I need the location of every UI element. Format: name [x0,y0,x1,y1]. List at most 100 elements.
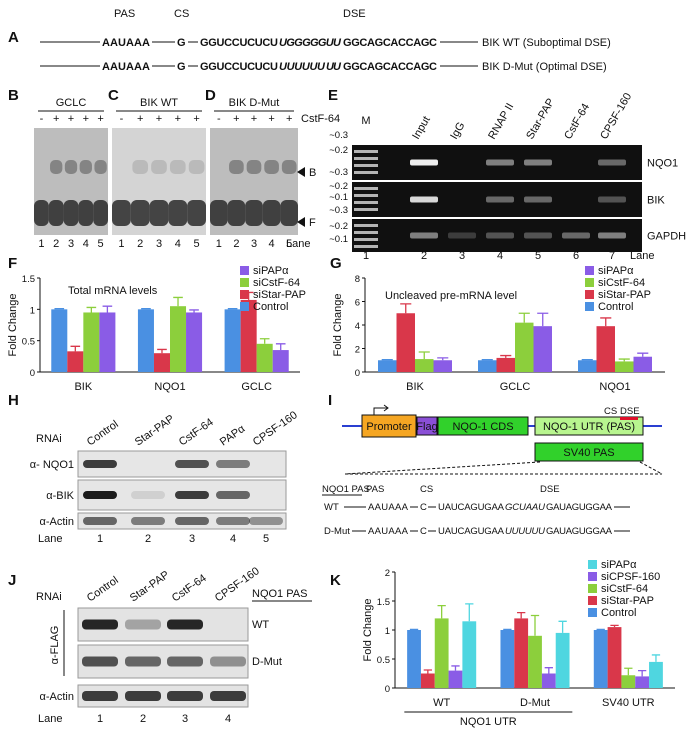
bar [272,350,289,372]
construct-box [361,414,417,438]
bar [51,309,68,372]
panel-letter: D [205,87,216,104]
blot-band [210,656,246,667]
lane-number: 2 [53,238,59,250]
dse-marker [620,417,638,420]
blot-image [77,607,249,642]
lane-number: 3 [459,250,465,262]
zoom-line [639,461,663,475]
bar [596,326,615,372]
lane-number: 5 [98,238,104,250]
construct-box [534,416,644,436]
lane-number: 1 [118,238,124,250]
error-bar [381,359,393,361]
legend-swatch [240,278,249,287]
pas-seq: AAUAAA [368,526,409,537]
y-tick-label: 6 [355,298,360,309]
legend-swatch [588,584,597,593]
y-tick-label: 4 [355,321,360,332]
legend-swatch [240,290,249,299]
ladder-band [354,164,378,167]
treatment-sign: + [97,113,103,125]
pcr-band [410,159,438,166]
free-band [63,200,79,226]
bar [434,618,449,688]
bar [649,661,663,688]
column-label: CstF-64 [177,416,216,448]
blot-band [82,656,118,667]
cs-seq: C [420,502,427,513]
band-arrow [297,167,305,177]
error-bar [596,628,605,631]
region-label: CS [420,484,433,495]
lane-label: Lane [38,533,62,545]
bar [578,360,597,372]
bound-band [132,160,149,174]
blot-band [167,691,203,701]
lane-number: 4 [269,238,275,250]
error-bar [624,667,633,676]
blot-band [83,517,117,525]
free-band [48,200,64,226]
lane-label: Lane [38,713,62,725]
lane-number: 4 [175,238,181,250]
lane-number: 3 [156,238,162,250]
treatment-sign: - [217,113,221,125]
box-label: NQO-1 CDS [452,421,513,433]
error-bar [618,358,630,362]
bar [83,312,100,372]
dse-mut: UUUUUU [279,61,326,73]
box-label: NQO-1 UTR (PAS) [543,421,635,433]
bar [153,353,170,372]
pcr-band [562,232,590,239]
free-band [112,200,131,226]
y-axis-label: Fold Change [7,294,19,357]
lane-number: 3 [189,533,195,545]
bound-band [79,160,92,174]
size-marker: ~0.1 [329,234,348,245]
band-arrow [297,217,305,227]
lane-number: 4 [83,238,89,250]
size-marker: ~0.2 [329,221,348,232]
error-bar [70,345,81,352]
bar [420,673,435,688]
blot-band [83,460,117,468]
seq-5: UAUCAGUGAA [438,502,505,513]
error-bar [437,604,446,619]
bound-band [169,160,186,174]
error-bar [437,357,449,361]
column-label: IgG [448,120,467,141]
panel-letter: H [8,392,19,409]
x-tick-label: GCLC [241,381,272,393]
ladder-band [354,238,378,241]
construct-name: BIK WT (Suboptimal DSE) [482,37,611,49]
error-bar [530,614,540,636]
treatment-sign: + [83,113,89,125]
bar [607,627,622,688]
bar [533,326,552,372]
band-label: B [309,167,316,179]
ladder-band [354,201,378,204]
gel-title: GCLC [56,97,87,109]
y-tick-label: 0 [355,368,360,379]
lane-number: 4 [497,250,503,262]
dse-rest: UU [326,61,342,73]
bound-band [281,160,297,174]
antibody-label: α-FLAG [49,626,61,665]
bar [593,630,608,688]
legend-label: siCstF-64 [598,277,645,289]
lane-number: 2 [137,238,143,250]
lane-number: 3 [251,238,257,250]
band-label: F [309,217,316,229]
blot-band [175,460,209,468]
antibody-label: α-Actin [40,691,74,703]
box-label: SV40 PAS [563,447,614,459]
treatment-label: CstF-64 [301,113,340,125]
bar [186,312,203,372]
seq-5: GGUCCUCUCU [200,37,278,49]
dse-seq: UGGGGGUU [279,37,342,49]
pas-seq: AAUAAA [102,37,150,49]
region-label: PAS [366,484,384,495]
bar [224,309,241,372]
blot-band [216,460,250,468]
